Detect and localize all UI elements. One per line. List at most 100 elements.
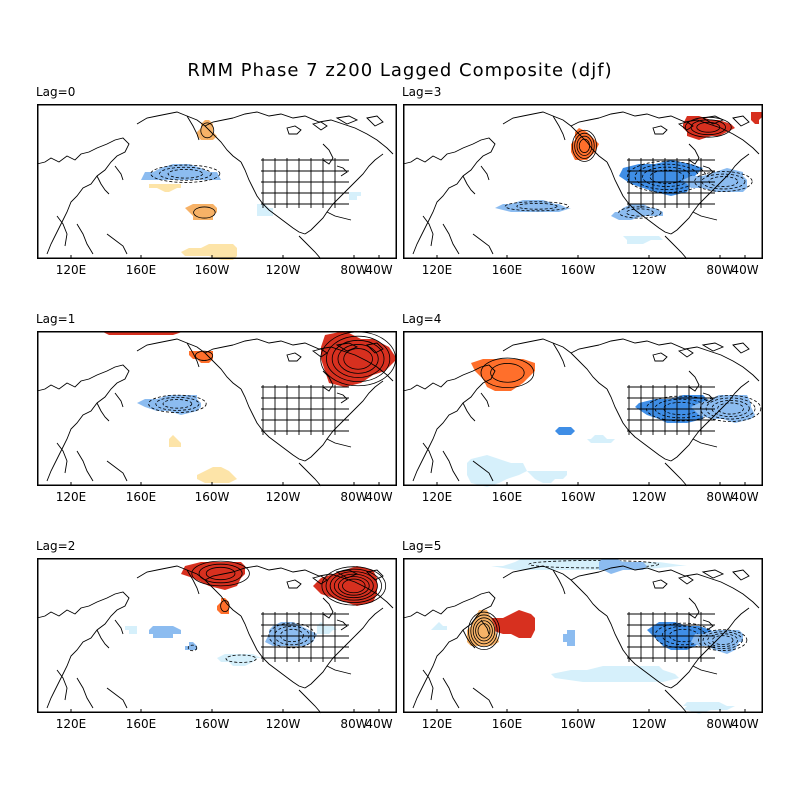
coastline — [76, 450, 94, 482]
contour-line — [325, 568, 382, 604]
coastline — [598, 111, 760, 155]
coastline — [472, 687, 494, 709]
longitude-tick-label: 120W — [265, 263, 301, 277]
contour-line — [702, 631, 743, 649]
negative-anomaly-region — [149, 626, 181, 638]
map-frame — [403, 558, 763, 713]
coastline — [204, 344, 234, 354]
coastline — [136, 565, 242, 617]
coastline — [732, 569, 750, 581]
coastline — [552, 342, 566, 368]
map-lag0 — [36, 104, 397, 260]
negative-anomaly-region — [317, 622, 337, 634]
positive-anomaly-region — [321, 331, 397, 387]
positive-anomaly-region — [181, 244, 237, 260]
coastline — [76, 223, 94, 255]
contour-line — [708, 176, 739, 187]
longitude-tick-label: 40W — [365, 717, 393, 731]
longitude-tick-label: 160W — [560, 490, 596, 504]
coastline — [232, 565, 394, 609]
map-lag2 — [36, 558, 397, 714]
coastline — [664, 235, 688, 260]
coastline — [677, 348, 694, 358]
contour-line — [326, 335, 391, 383]
coastline — [335, 115, 359, 125]
longitude-tick-label: 80W — [340, 263, 368, 277]
longitude-tick-label: 160E — [491, 263, 523, 277]
map-lag5 — [402, 558, 763, 714]
coastline — [732, 115, 750, 127]
coastline — [96, 629, 110, 649]
coastline — [204, 117, 234, 127]
coastline — [336, 619, 348, 631]
coastline — [114, 619, 124, 635]
coastline — [570, 117, 600, 127]
coastline — [677, 575, 694, 585]
coastline — [186, 342, 200, 368]
map-frame — [37, 104, 397, 259]
coastline — [480, 392, 490, 408]
longitude-tick-label: 40W — [731, 490, 759, 504]
coastline — [298, 462, 322, 487]
negative-anomaly-region — [683, 702, 735, 714]
coastline — [402, 137, 496, 255]
negative-anomaly-region — [265, 622, 317, 646]
longitude-tick-label: 160W — [560, 263, 596, 277]
panel-label: Lag=1 — [36, 312, 76, 326]
contour-line — [528, 560, 660, 569]
contour-line — [475, 620, 493, 642]
coastline — [311, 575, 328, 585]
coastline — [366, 342, 384, 354]
map-frame — [403, 331, 763, 486]
longitude-tick-label: 120E — [55, 263, 87, 277]
coastline — [692, 665, 718, 675]
coastline — [570, 571, 600, 581]
coastline — [462, 175, 476, 195]
coastline — [336, 165, 348, 177]
coastline — [311, 348, 328, 358]
coastline — [136, 111, 242, 163]
coastline — [335, 342, 359, 352]
contour-line — [699, 395, 762, 422]
coastline — [606, 388, 672, 462]
longitude-ticks: 120E 160E 160W 120W 80W 40W — [37, 717, 397, 733]
coastline — [670, 153, 750, 235]
coastline — [240, 615, 306, 689]
coastline — [366, 569, 384, 581]
positive-anomaly-region — [217, 598, 229, 614]
coastline — [36, 137, 130, 255]
coastline — [322, 143, 334, 165]
coastline — [286, 125, 302, 135]
coastline — [298, 689, 322, 714]
coastline — [552, 569, 566, 595]
coastline — [652, 125, 668, 135]
longitude-tick-label: 120E — [421, 490, 453, 504]
coastline — [462, 402, 476, 422]
contour-line — [576, 135, 593, 156]
coastline — [322, 597, 334, 619]
coastline — [204, 571, 234, 581]
contour-line — [187, 644, 198, 652]
longitude-tick-label: 160E — [125, 490, 157, 504]
coastline — [96, 402, 110, 422]
longitude-tick-label: 40W — [365, 263, 393, 277]
coastline — [96, 175, 110, 195]
negative-anomaly-region — [125, 626, 137, 634]
coastline — [36, 591, 130, 709]
coastline — [677, 121, 694, 131]
coastline — [136, 338, 242, 390]
panel-label: Lag=0 — [36, 85, 76, 99]
coastline — [402, 364, 496, 482]
coastline — [442, 223, 460, 255]
contour-line — [225, 654, 257, 663]
contour-line — [167, 169, 204, 179]
positive-anomaly-region — [471, 359, 535, 391]
contour-line — [279, 628, 304, 643]
contour-line — [571, 129, 597, 162]
coastline — [322, 370, 334, 392]
coastline — [732, 342, 750, 354]
coastline — [106, 460, 128, 482]
contour-line — [148, 394, 207, 413]
coastline — [240, 388, 306, 462]
coastline — [688, 143, 700, 165]
